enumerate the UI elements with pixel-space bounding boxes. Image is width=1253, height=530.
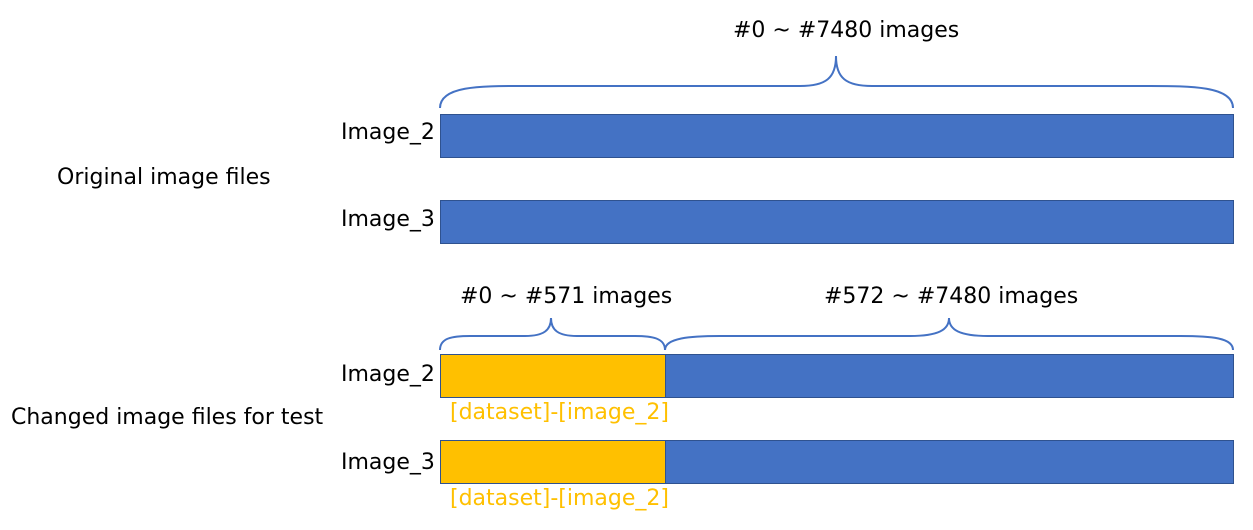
brace-original-full bbox=[439, 55, 1234, 109]
range-label-original: #0 ~ #7480 images bbox=[733, 18, 960, 43]
row-label-changed-image2: Image_2 bbox=[341, 362, 435, 387]
segment-label-changed-image2: [dataset]-[image_2] bbox=[450, 400, 669, 425]
group-label-changed: Changed image files for test bbox=[11, 405, 324, 430]
bar-segment-changed-image2-test bbox=[440, 354, 666, 398]
row-label-original-image2: Image_2 bbox=[341, 120, 435, 145]
bar-original-image2 bbox=[440, 114, 1234, 158]
brace-changed-first bbox=[439, 317, 666, 351]
row-label-original-image3: Image_3 bbox=[341, 207, 435, 232]
bar-original-image3 bbox=[440, 200, 1234, 244]
range-label-changed-first: #0 ~ #571 images bbox=[460, 284, 673, 309]
bar-segment-changed-image3-rest bbox=[665, 440, 1234, 484]
brace-changed-second bbox=[664, 317, 1234, 351]
group-label-original: Original image files bbox=[57, 165, 271, 190]
bar-segment-changed-image3-test bbox=[440, 440, 666, 484]
bar-segment-changed-image2-rest bbox=[665, 354, 1234, 398]
segment-label-changed-image3: [dataset]-[image_2] bbox=[450, 486, 669, 511]
row-label-changed-image3: Image_3 bbox=[341, 450, 435, 475]
range-label-changed-second: #572 ~ #7480 images bbox=[824, 284, 1079, 309]
